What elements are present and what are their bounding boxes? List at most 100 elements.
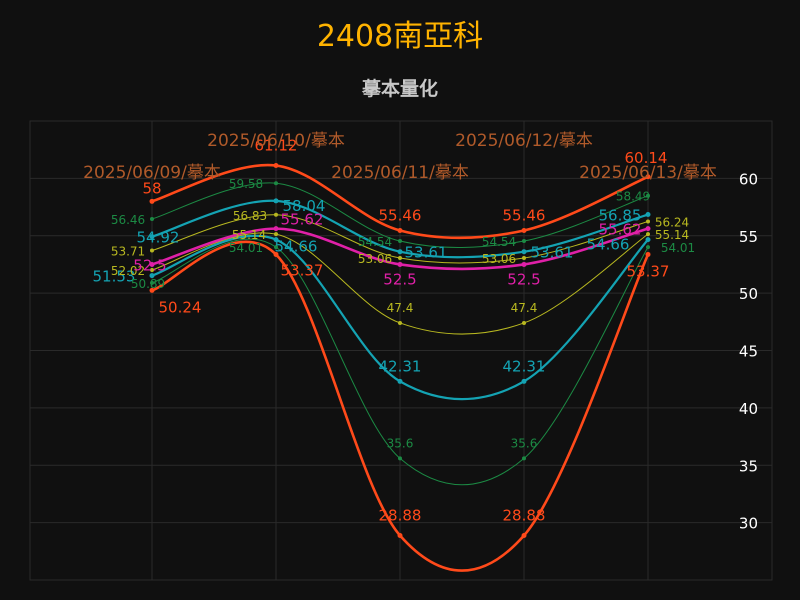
data-label: 58 — [142, 179, 161, 197]
data-label: 53.06 — [358, 252, 392, 266]
data-label: 54.92 — [137, 229, 180, 247]
data-point — [522, 320, 526, 325]
y-tick-label: 50 — [739, 285, 758, 303]
data-point — [274, 245, 278, 250]
data-label: 54.54 — [358, 235, 392, 249]
data-label: 56.46 — [111, 213, 145, 227]
data-label: 52.5 — [133, 256, 166, 274]
data-label: 52.5 — [507, 270, 540, 288]
data-label: 47.4 — [511, 301, 538, 315]
data-label: 56.85 — [599, 207, 642, 225]
data-label: 53.71 — [111, 245, 145, 259]
data-point — [398, 456, 402, 461]
data-point — [397, 378, 403, 384]
data-point — [522, 256, 526, 261]
data-point — [645, 251, 651, 257]
data-point — [149, 261, 155, 267]
data-label: 55.46 — [503, 206, 546, 224]
y-tick-label: 40 — [739, 400, 758, 418]
data-label: 54.66 — [587, 236, 630, 254]
data-label: 28.88 — [503, 506, 546, 524]
data-point — [646, 245, 650, 250]
data-point — [149, 287, 155, 293]
data-label: 56.24 — [655, 216, 689, 230]
data-label: 54.54 — [482, 235, 516, 249]
data-label: 55.46 — [379, 206, 422, 224]
data-point — [149, 234, 155, 240]
data-label: 53.61 — [531, 244, 574, 262]
data-point — [397, 532, 403, 538]
data-point — [521, 227, 527, 233]
data-point — [645, 226, 651, 232]
data-label: 53.37 — [281, 261, 324, 279]
data-label: 60.14 — [625, 149, 668, 167]
date-label: 2025/06/09/摹本 — [83, 163, 221, 183]
data-label: 50.24 — [159, 298, 202, 316]
label-layer: 58 61.12 55.46 55.46 60.14 50.24 53.37 28.88 28.… — [83, 131, 717, 524]
data-point — [645, 237, 651, 243]
y-tick-label: 60 — [739, 170, 758, 188]
data-label: 58.04 — [283, 197, 326, 215]
data-point — [521, 249, 527, 255]
data-point — [521, 532, 527, 538]
data-label: 54.01 — [661, 241, 695, 255]
data-point — [645, 212, 651, 218]
y-tick-label: 55 — [739, 228, 758, 246]
data-point — [522, 456, 526, 461]
data-point — [274, 232, 278, 237]
chart-subtitle: 摹本量化 — [361, 77, 438, 100]
data-label: 55.62 — [599, 221, 642, 239]
data-point — [397, 261, 403, 267]
data-point — [521, 261, 527, 267]
data-label: 52.5 — [383, 270, 416, 288]
data-point — [150, 267, 154, 272]
data-label: 54.01 — [229, 241, 263, 255]
data-label: 47.4 — [387, 301, 414, 315]
data-point — [149, 198, 155, 204]
data-label: 53.06 — [482, 252, 516, 266]
data-label: 61.12 — [255, 137, 298, 155]
data-point — [646, 193, 650, 198]
data-label: 58.49 — [616, 190, 650, 204]
data-label: 55.62 — [281, 211, 324, 229]
data-label: 51.53 — [93, 268, 136, 286]
y-tick-label: 45 — [739, 343, 758, 361]
data-label: 59.58 — [229, 177, 263, 191]
date-label: 2025/06/10/摹本 — [207, 131, 345, 151]
data-label: 50.89 — [131, 277, 165, 291]
data-label: 42.31 — [379, 357, 422, 375]
data-label: 54.66 — [275, 238, 318, 256]
data-label: 55.14 — [232, 228, 266, 242]
data-label: 55.14 — [655, 228, 689, 242]
data-point — [398, 256, 402, 261]
data-label: 35.6 — [511, 436, 538, 450]
date-label: 2025/06/13/摹本 — [579, 163, 717, 183]
data-label: 42.31 — [503, 357, 546, 375]
series-layer — [149, 163, 651, 572]
y-axis: 30 35 40 45 50 55 60 — [739, 170, 758, 532]
data-point — [645, 174, 651, 180]
data-point — [273, 226, 279, 232]
data-point — [150, 216, 154, 221]
data-label: 52.02 — [111, 264, 145, 278]
data-point — [397, 227, 403, 233]
data-point — [274, 181, 278, 186]
data-label: 56.83 — [233, 209, 267, 223]
chart-title: 2408南亞科 — [317, 19, 483, 54]
y-tick-label: 30 — [739, 515, 758, 533]
data-point — [150, 248, 154, 253]
data-point — [521, 378, 527, 384]
data-point — [273, 198, 279, 204]
data-point — [646, 219, 650, 224]
data-point — [646, 232, 650, 237]
data-label: 35.6 — [387, 436, 414, 450]
data-label: 53.61 — [405, 244, 448, 262]
data-point — [398, 320, 402, 325]
data-point — [273, 163, 279, 169]
data-point — [397, 249, 403, 255]
date-label: 2025/06/11/摹本 — [331, 163, 469, 183]
data-point — [522, 239, 526, 244]
y-tick-label: 35 — [739, 457, 758, 475]
